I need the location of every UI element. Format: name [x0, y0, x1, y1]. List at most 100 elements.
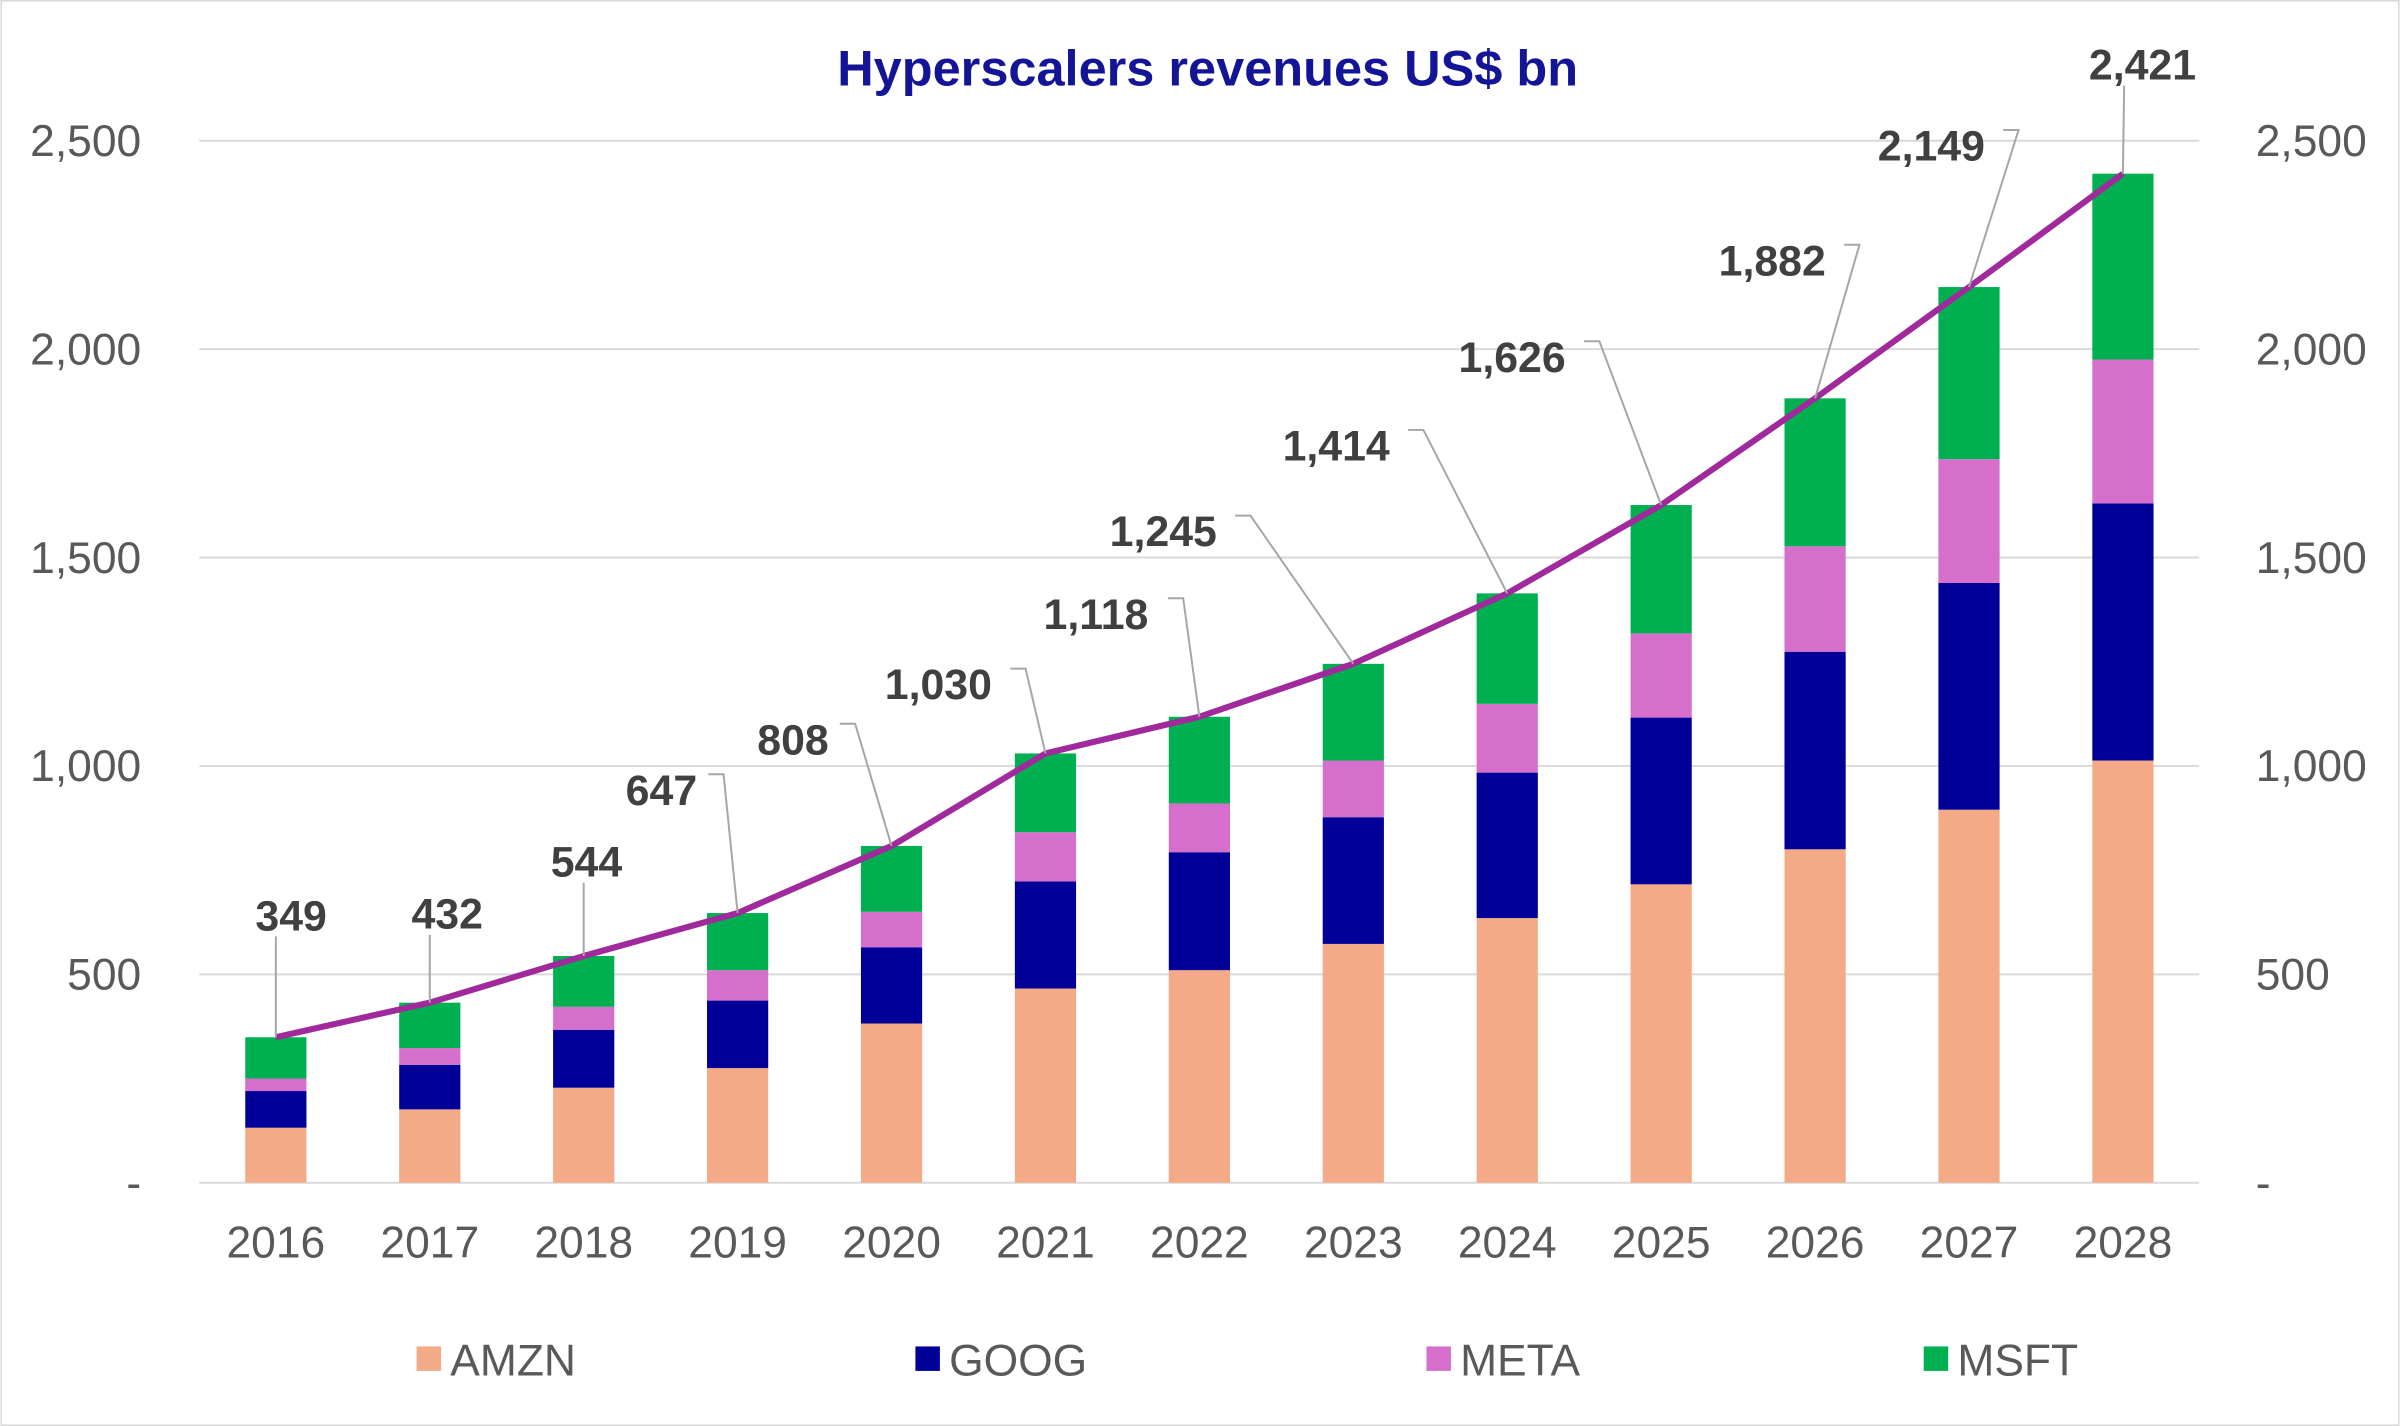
data-label: 1,030 [885, 661, 992, 709]
legend-label-msft: MSFT [1957, 1337, 2078, 1386]
legend-label-meta: META [1460, 1337, 1580, 1386]
leader-line [2121, 85, 2126, 174]
x-tick-label: 2023 [1304, 1219, 1403, 1268]
bar-meta [1784, 546, 1846, 652]
data-label: 432 [411, 891, 482, 939]
bar-msft [1938, 287, 2000, 460]
bar-amzn [707, 1068, 769, 1183]
bar-goog [1476, 772, 1538, 919]
bar-amzn [1014, 988, 1077, 1183]
x-tick-label: 2026 [1766, 1219, 1865, 1268]
y-tick-label: 2,000 [30, 325, 141, 374]
bar-amzn [1168, 970, 1230, 1183]
x-tick-label: 2027 [1920, 1219, 2019, 1268]
bar-meta [1168, 803, 1230, 853]
data-label: 1,626 [1459, 334, 1566, 382]
secondary-y-tick-label: 500 [2256, 951, 2330, 1000]
leader-line [708, 773, 739, 914]
data-label: 1,882 [1719, 237, 1826, 285]
bar-amzn [1784, 849, 1846, 1183]
bar-amzn [860, 1023, 923, 1183]
bar-goog [2092, 503, 2154, 761]
x-tick-label: 2016 [227, 1219, 326, 1268]
bar-meta [2092, 359, 2154, 504]
data-label: 2,421 [2089, 42, 2196, 90]
bar-meta [860, 911, 923, 948]
secondary-y-tick-label: 1,500 [2256, 534, 2367, 583]
bar-msft [1322, 663, 1384, 761]
x-tick-label: 2019 [688, 1219, 787, 1268]
bar-amzn [2092, 760, 2154, 1183]
leader-line [1814, 243, 1861, 399]
secondary-y-tick-label: 2,000 [2256, 325, 2367, 374]
secondary-y-tick-label: 1,000 [2256, 742, 2367, 791]
bar-meta [1938, 459, 2000, 583]
bar-msft [1784, 398, 1846, 547]
bar-meta [707, 970, 769, 1001]
x-tick-label: 2020 [842, 1219, 941, 1268]
bar-amzn [1938, 809, 2000, 1183]
data-label: 1,245 [1110, 508, 1217, 556]
x-tick-label: 2017 [380, 1219, 479, 1268]
leader-line [1408, 428, 1509, 594]
bar-msft [1630, 505, 1692, 634]
data-label: 647 [626, 767, 697, 815]
bar-goog [1630, 717, 1692, 885]
y-tick-label: 1,500 [30, 534, 141, 583]
bar-meta [1322, 760, 1384, 818]
secondary-y-tick-label: 2,500 [2256, 117, 2367, 166]
leader-line [1968, 129, 2020, 288]
x-tick-label: 2024 [1458, 1219, 1557, 1268]
legend-label-amzn: AMZN [450, 1337, 576, 1386]
legend-swatch-msft [1923, 1346, 1949, 1371]
bar-amzn [245, 1127, 307, 1183]
bar-meta [1476, 703, 1538, 773]
data-label: 1,118 [1044, 591, 1149, 639]
bar-msft [245, 1037, 307, 1079]
bar-meta [1630, 633, 1692, 718]
y-tick-label: 500 [67, 951, 141, 1000]
bar-goog [707, 1000, 769, 1069]
data-label: 349 [255, 892, 326, 940]
bar-meta [1014, 832, 1077, 882]
bar-amzn [1322, 943, 1384, 1183]
bar-amzn [1630, 884, 1692, 1183]
data-label: 808 [757, 716, 828, 764]
legend-swatch-meta [1426, 1346, 1451, 1371]
bar-amzn [399, 1109, 461, 1183]
bar-msft [1168, 716, 1230, 804]
data-label: 544 [551, 839, 623, 887]
bar-goog [1938, 582, 2000, 810]
x-tick-label: 2025 [1612, 1219, 1711, 1268]
leader-line [1010, 667, 1047, 754]
legend-swatch-goog [915, 1346, 940, 1371]
bar-goog [1014, 881, 1077, 989]
bar-goog [399, 1064, 461, 1110]
bar-meta [553, 1006, 615, 1030]
y-tick-label: - [126, 1159, 141, 1208]
leader-line [1584, 340, 1663, 506]
bar-goog [245, 1091, 307, 1128]
bar-meta [245, 1078, 307, 1092]
bar-meta [399, 1048, 461, 1065]
bar-amzn [1476, 918, 1538, 1183]
chart-title: Hyperscalers revenues US$ bn [837, 40, 1578, 97]
leader-line [1167, 597, 1201, 717]
x-tick-label: 2028 [2074, 1219, 2173, 1268]
leader-line [1235, 514, 1355, 665]
x-tick-label: 2018 [534, 1219, 633, 1268]
bar-amzn [553, 1087, 615, 1183]
x-tick-label: 2022 [1150, 1219, 1249, 1268]
bar-goog [1322, 817, 1384, 944]
bar-goog [860, 947, 923, 1024]
bar-goog [553, 1029, 615, 1088]
bar-msft [707, 913, 769, 971]
bar-msft [2092, 173, 2154, 360]
bar-goog [1784, 651, 1846, 850]
bar-goog [1168, 852, 1230, 971]
legend-swatch-amzn [416, 1346, 442, 1371]
bar-msft [1476, 593, 1538, 704]
data-label: 2,149 [1878, 123, 1985, 171]
